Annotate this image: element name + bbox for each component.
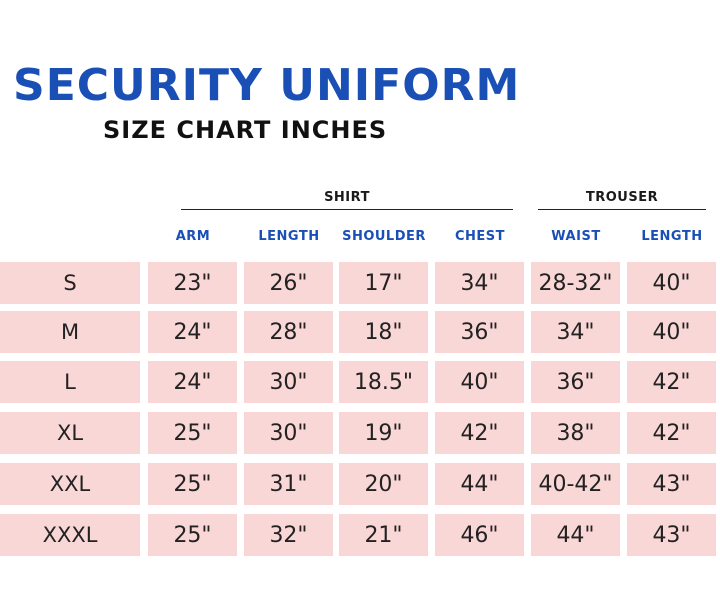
size-label: M	[0, 311, 140, 353]
table-cell: 34"	[531, 311, 620, 353]
page-subtitle: SIZE CHART INCHES	[103, 116, 388, 144]
table-cell: 18"	[339, 311, 428, 353]
table-cell: 23"	[148, 262, 237, 304]
column-header: WAIST	[551, 229, 601, 244]
table-cell: 20"	[339, 463, 428, 505]
table-cell: 40"	[627, 262, 716, 304]
column-header: CHEST	[454, 229, 506, 244]
table-cell: 25"	[148, 463, 237, 505]
column-header: LENGTH	[641, 229, 703, 244]
table-cell: 42"	[627, 361, 716, 403]
size-label: XL	[0, 412, 140, 454]
page-title: SECURITY UNIFORM	[13, 60, 521, 111]
shirt-group-header: SHIRT	[181, 190, 513, 210]
table-cell: 30"	[244, 412, 333, 454]
table-cell: 26"	[244, 262, 333, 304]
table-cell: 40"	[627, 311, 716, 353]
table-cell: 28-32"	[531, 262, 620, 304]
table-cell: 30"	[244, 361, 333, 403]
size-label: XXL	[0, 463, 140, 505]
size-label: XXXL	[0, 514, 140, 556]
column-header: SHOULDER	[342, 229, 426, 244]
table-cell: 28"	[244, 311, 333, 353]
table-cell: 31"	[244, 463, 333, 505]
table-cell: 25"	[148, 514, 237, 556]
table-cell: 43"	[627, 514, 716, 556]
size-label: S	[0, 262, 140, 304]
table-cell: 24"	[148, 361, 237, 403]
table-cell: 42"	[435, 412, 524, 454]
table-cell: 42"	[627, 412, 716, 454]
table-cell: 21"	[339, 514, 428, 556]
column-header: LENGTH	[258, 229, 320, 244]
table-cell: 40-42"	[531, 463, 620, 505]
column-header: ARM	[175, 229, 211, 244]
table-cell: 36"	[531, 361, 620, 403]
table-cell: 40"	[435, 361, 524, 403]
table-cell: 24"	[148, 311, 237, 353]
trouser-group-header: TROUSER	[538, 190, 706, 210]
table-cell: 34"	[435, 262, 524, 304]
table-cell: 18.5"	[339, 361, 428, 403]
table-cell: 38"	[531, 412, 620, 454]
table-cell: 19"	[339, 412, 428, 454]
table-cell: 25"	[148, 412, 237, 454]
table-cell: 36"	[435, 311, 524, 353]
table-cell: 32"	[244, 514, 333, 556]
table-cell: 17"	[339, 262, 428, 304]
size-label: L	[0, 361, 140, 403]
table-cell: 44"	[531, 514, 620, 556]
table-cell: 44"	[435, 463, 524, 505]
table-cell: 46"	[435, 514, 524, 556]
table-cell: 43"	[627, 463, 716, 505]
